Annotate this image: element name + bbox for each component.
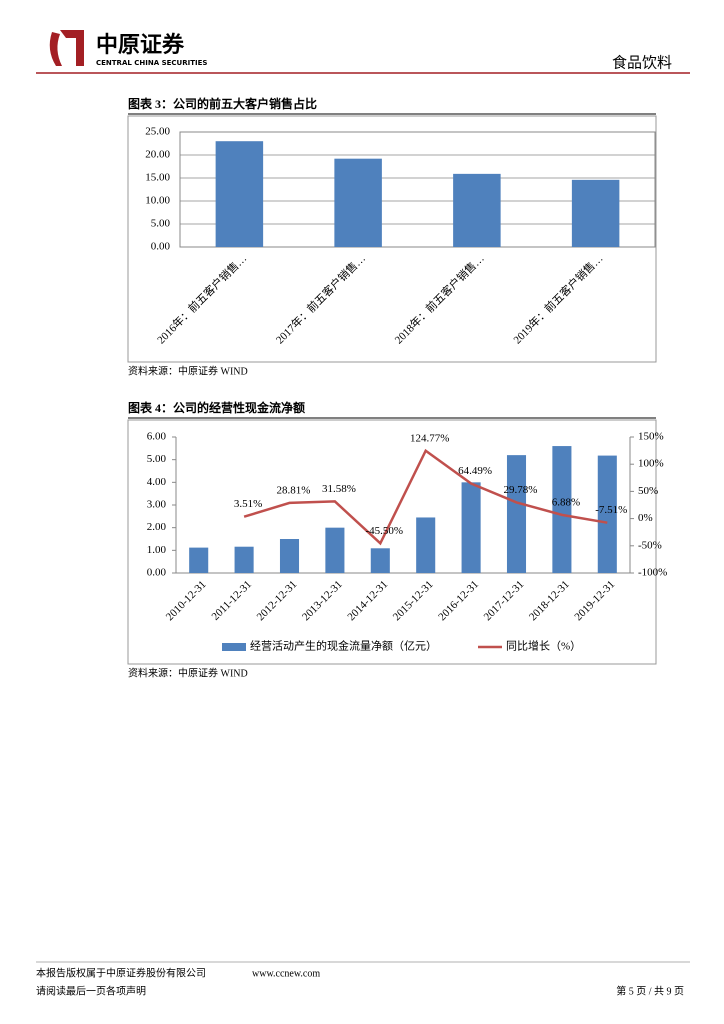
bar [370, 548, 390, 573]
bar [571, 179, 620, 247]
chart-source: 资料来源：中原证券 WIND [128, 364, 248, 377]
y-tick-label: 2.00 [147, 521, 167, 533]
footer-website: www.ccnew.com [252, 968, 320, 979]
x-tick-label: 2016年：前五客户销售… [154, 251, 249, 346]
y-tick-label: 0.00 [147, 567, 167, 579]
footer-page: 第 5 页 / 共 9 页 [616, 984, 684, 997]
footer-notice: 请阅读最后一页各项声明 [36, 984, 146, 997]
logo-mark [60, 30, 84, 66]
value-label: -45.50% [366, 525, 404, 537]
bar [597, 455, 617, 573]
y-tick-label: 15.00 [145, 172, 170, 184]
x-tick-label: 2013-12-31 [300, 578, 345, 623]
x-tick-label: 2014-12-31 [345, 578, 390, 623]
section-title: 食品饮料 [612, 54, 672, 71]
bar [552, 446, 572, 573]
y-tick-label: 4.00 [147, 476, 167, 488]
bar [215, 141, 264, 247]
y-tick-label: 0.00 [151, 241, 171, 253]
value-label: 29.78% [504, 484, 538, 496]
x-tick-label: 2018年：前五客户销售… [391, 251, 486, 346]
value-label: -7.51% [595, 504, 627, 516]
bar [453, 173, 501, 247]
bar [234, 546, 254, 573]
y2-tick-label: -50% [638, 539, 662, 551]
value-label: 28.81% [277, 484, 311, 496]
value-label: 64.49% [458, 465, 492, 477]
logo: 中原证券 CENTRAL CHINA SECURITIES [49, 30, 207, 67]
bar [189, 547, 209, 573]
x-tick-label: 2010-12-31 [164, 578, 209, 623]
logo-mark [49, 32, 62, 66]
bar [334, 158, 382, 247]
value-label: 3.51% [234, 498, 262, 510]
chart-frame [127, 419, 657, 665]
y2-tick-label: 150% [638, 431, 664, 443]
chart-frame [127, 115, 657, 363]
logo-subtext: CENTRAL CHINA SECURITIES [96, 59, 207, 67]
y-tick-label: 5.00 [151, 218, 171, 230]
y-tick-label: 6.00 [147, 431, 167, 443]
value-label: 31.58% [322, 483, 356, 495]
x-tick-label: 2011-12-31 [210, 578, 254, 622]
y-tick-label: 3.00 [147, 499, 167, 511]
chart-source: 资料来源：中原证券 WIND [128, 666, 248, 679]
bar [279, 539, 300, 573]
x-tick-label: 2017-12-31 [482, 578, 527, 623]
chart-title: 图表 3：公司的前五大客户销售占比 [128, 96, 317, 111]
x-tick-label: 2015-12-31 [391, 578, 436, 623]
legend-swatch [222, 643, 246, 651]
y2-tick-label: 0% [638, 512, 653, 524]
bar [325, 527, 345, 573]
legend-label: 同比增长（%） [506, 639, 581, 653]
y-tick-label: 1.00 [147, 544, 167, 556]
y-tick-label: 10.00 [145, 195, 170, 207]
x-tick-label: 2019年：前五客户销售… [510, 251, 605, 346]
bar [461, 482, 481, 573]
x-tick-label: 2012-12-31 [255, 578, 300, 623]
x-tick-label: 2017年：前五客户销售… [273, 251, 368, 346]
y2-tick-label: -100% [638, 567, 667, 579]
y-tick-label: 5.00 [147, 453, 167, 465]
line [243, 448, 608, 546]
bar [416, 517, 436, 573]
x-tick-label: 2019-12-31 [572, 578, 617, 623]
y-tick-label: 25.00 [145, 126, 170, 138]
logo-text: 中原证券 [96, 32, 185, 58]
y2-tick-label: 100% [638, 458, 664, 470]
legend-label: 经营活动产生的现金流量净额（亿元） [250, 639, 437, 653]
y2-tick-label: 50% [638, 485, 658, 497]
x-tick-label: 2016-12-31 [436, 578, 481, 623]
value-label: 6.88% [552, 496, 580, 508]
value-label: 124.77% [410, 432, 449, 444]
chart-title: 图表 4：公司的经营性现金流净额 [128, 400, 305, 415]
x-tick-label: 2018-12-31 [527, 578, 572, 623]
y-tick-label: 20.00 [145, 149, 170, 161]
footer-copyright: 本报告版权属于中原证券股份有限公司 [36, 966, 206, 979]
bar [506, 455, 527, 573]
